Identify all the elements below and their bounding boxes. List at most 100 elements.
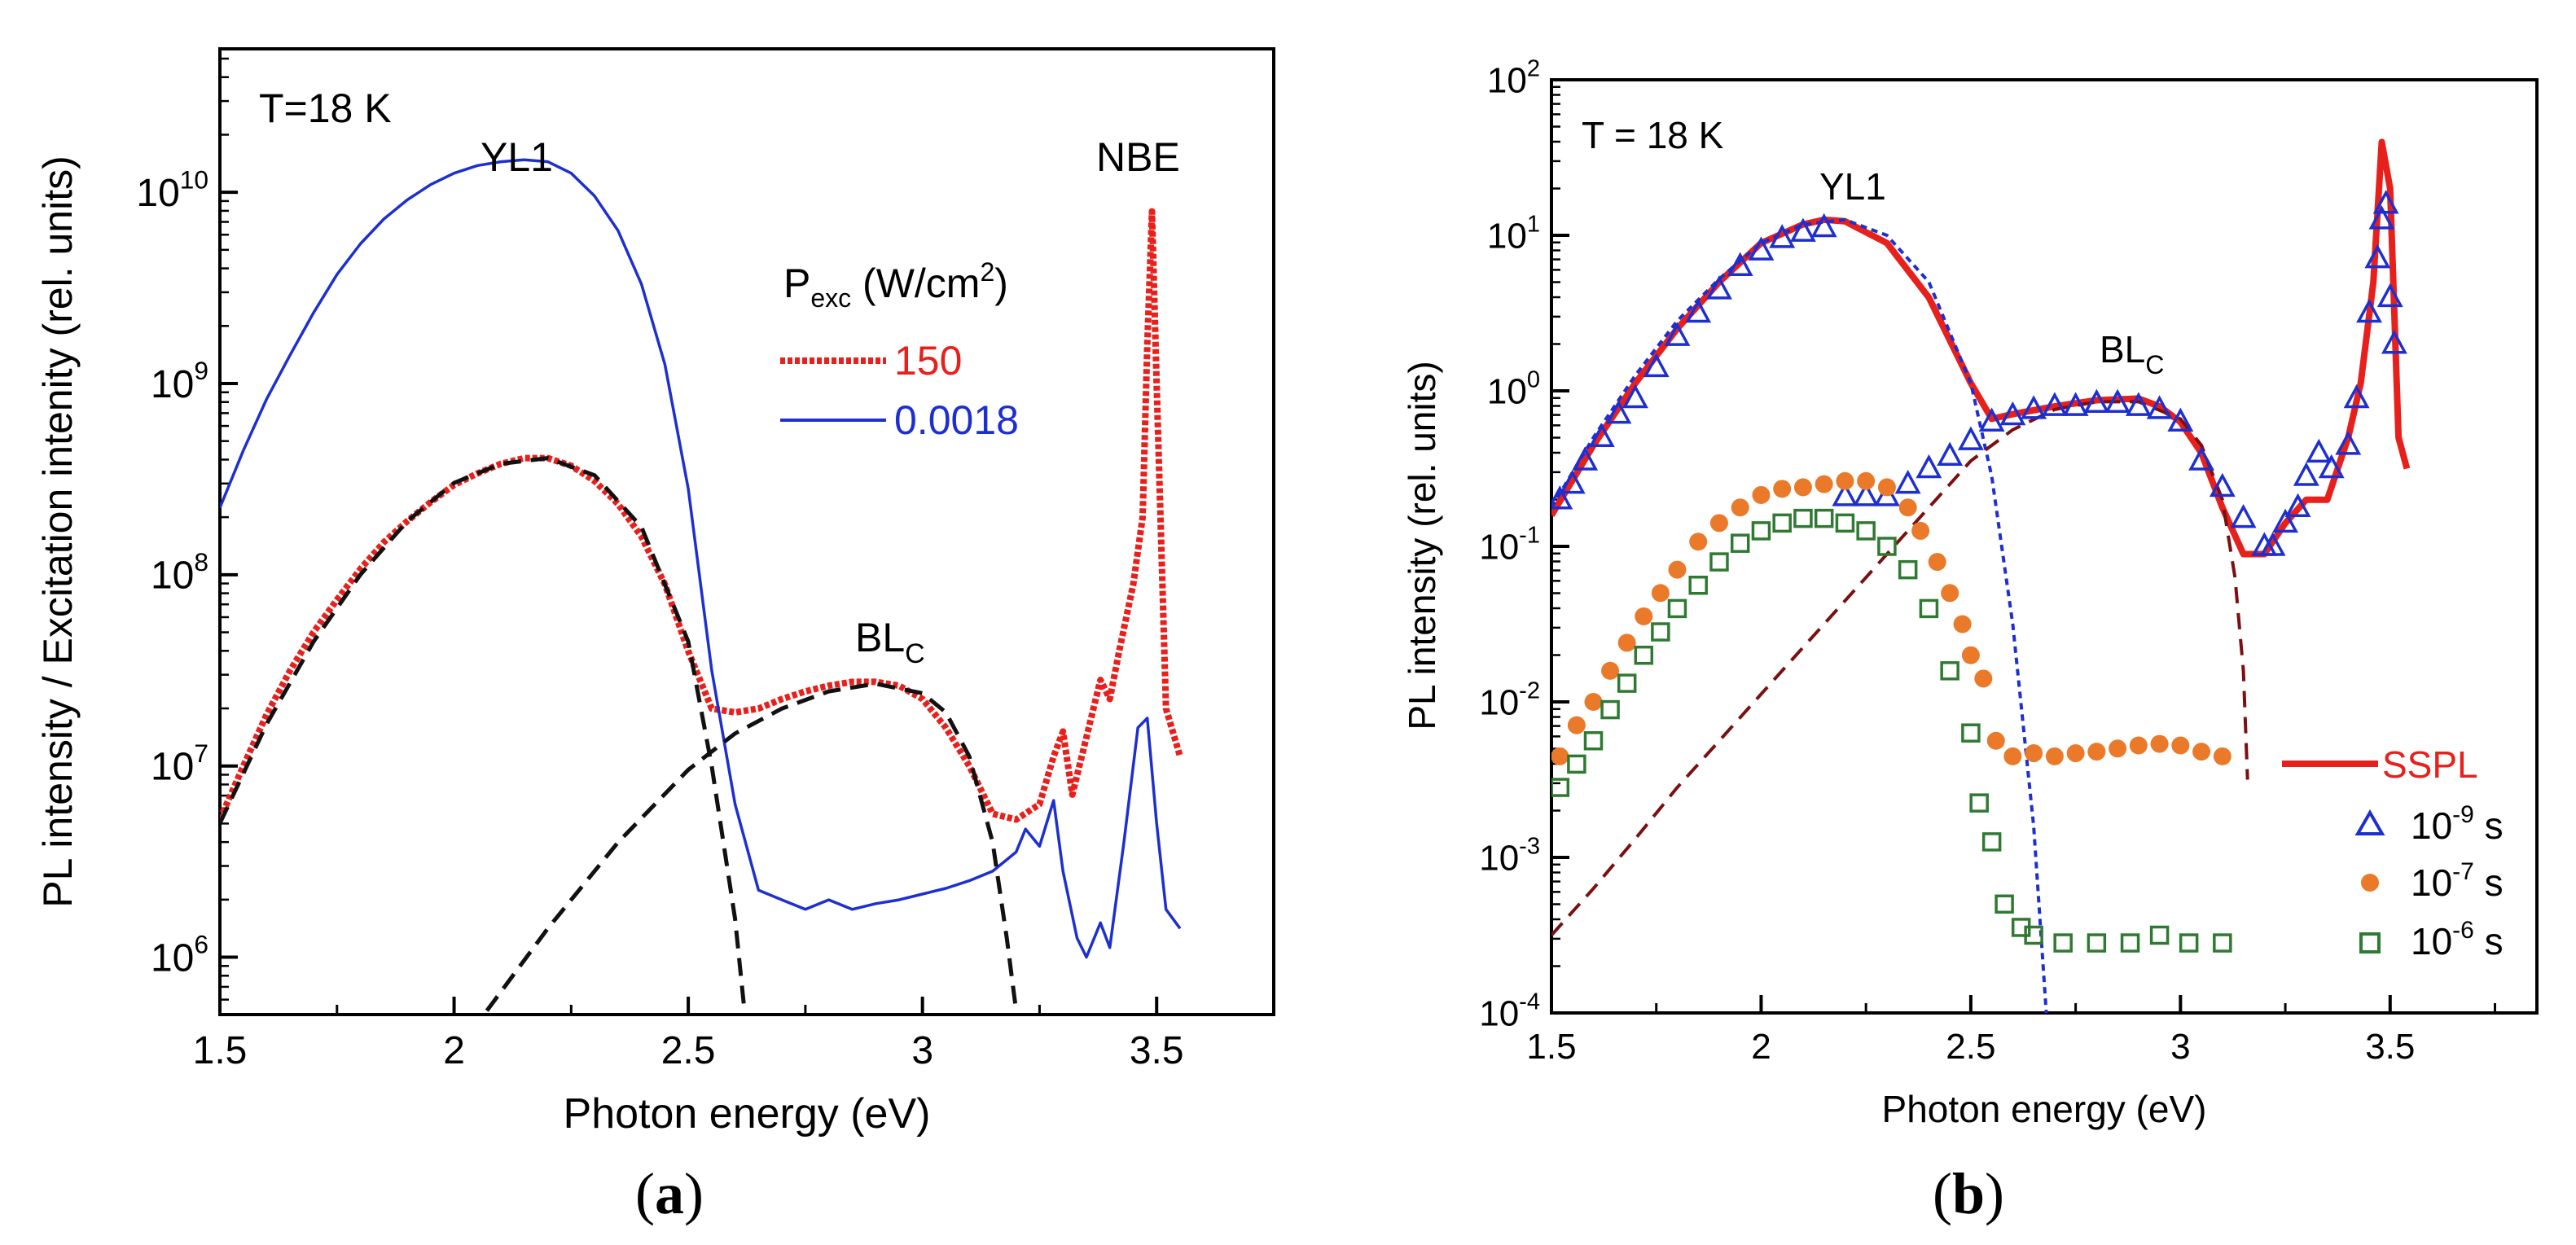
- series-1e-6-s-point: [2179, 933, 2199, 953]
- series-1e-7-s-point: [1986, 731, 2005, 750]
- series-1e-9-s-point: [1572, 446, 1599, 471]
- series-1e-9-s-point: [2146, 395, 2173, 419]
- panel-a-blc-label: BLC: [855, 615, 925, 669]
- series-1e-6-s-point: [1793, 508, 1813, 528]
- series-1e-9-s-point: [1894, 469, 1921, 494]
- series-1e-6-s-point: [1583, 731, 1604, 751]
- series-1e-6-s-point: [1551, 778, 1570, 797]
- panel-b-legend-label-sspl: SSPL: [2382, 743, 2478, 786]
- y-tick-label: 1010: [136, 164, 208, 215]
- series-blc-fit-line: [485, 682, 1019, 1012]
- series-1e-6-s-point: [1835, 513, 1855, 533]
- y-tick-label: 106: [151, 930, 208, 980]
- series-1e-6-s-point: [1919, 598, 1939, 619]
- panel-b-chart: 1.5 2 2.5 3 3.5 10-4 10-3 10-2 10-1 100 101 102 T =…: [1401, 56, 2539, 1226]
- series-1e-6-s-point: [2087, 933, 2107, 953]
- series-1e-9-s-point: [1622, 384, 1648, 409]
- series-1e-9-s-point: [1999, 401, 2026, 426]
- panel-b-legend-marker-circle: [2361, 874, 2379, 892]
- panel-b-legend: SSPL 10-9 s 10-7 s 10-6 s: [2282, 743, 2504, 962]
- series-1e-6-s-point: [1981, 832, 2002, 852]
- series-1e-6-s-point: [2120, 933, 2140, 953]
- panel-a-legend-title: Pexc (W/cm2): [783, 257, 1008, 313]
- series-1e-9-s-point: [1810, 213, 1837, 238]
- series-1e-9-s-point: [2293, 462, 2319, 486]
- series-1e-7-s-point: [1584, 693, 1603, 711]
- series-1e-6-s-point: [1634, 645, 1654, 665]
- panel-a-legend-label-0018: 0.0018: [894, 397, 1019, 443]
- series-0-0018-line: [220, 158, 1182, 959]
- series-1e-7-s-point: [1689, 533, 1708, 551]
- x-tick-label: 2: [443, 1029, 465, 1072]
- series-1e-9-s-point: [2104, 388, 2131, 414]
- y-tick-label: 101: [1487, 212, 1540, 256]
- series-1e-6-s-point: [1995, 894, 2014, 914]
- panel-b-curves: [1551, 138, 2411, 1013]
- x-tick-label: 2.5: [1946, 1027, 1995, 1067]
- series-1e-7-s-point: [1551, 747, 1569, 765]
- series-1e-6-s-point: [1814, 508, 1834, 528]
- series-1e-6-s-point: [1856, 521, 1876, 541]
- x-tick-label: 1.5: [1526, 1027, 1576, 1067]
- series-1e-7-s-point: [1898, 498, 1917, 517]
- series-1e-7-s-point: [1617, 633, 1636, 652]
- series-1e-7-s-point: [2109, 739, 2127, 758]
- series-1e-9-s-point: [2209, 472, 2236, 498]
- series-1e-7-s-point: [2066, 744, 2085, 763]
- series-1e-6-s-point: [1688, 576, 1708, 595]
- panel-a-temperature: T=18 K: [259, 85, 392, 131]
- series-1e-6-s-point: [1898, 559, 1918, 580]
- series-1e-7-s-point: [2025, 744, 2043, 763]
- x-tick-label: 2: [1751, 1027, 1771, 1067]
- panel-b-xlabel: Photon energy (eV): [1882, 1088, 2207, 1130]
- series-1e-6-s-point: [1877, 537, 1897, 556]
- x-tick-label: 3: [911, 1029, 933, 1072]
- x-tick-label: 1.5: [193, 1029, 248, 1072]
- series-1e-9-s-point: [2356, 298, 2382, 323]
- series-1e-9-s-point: [1605, 399, 1632, 424]
- series-1e-9-s-point: [2083, 388, 2110, 414]
- series-1e-9-s-point: [2335, 431, 2362, 455]
- series-1e-7-s-point: [1877, 478, 1896, 497]
- panel-a-xlabel: Photon energy (eV): [564, 1090, 931, 1138]
- series-150-line: [220, 208, 1183, 823]
- series-1e-9-s-point: [1643, 353, 1670, 378]
- series-1e-9-s-point: [2364, 243, 2391, 269]
- series-1e-6-s-point: [1730, 533, 1750, 553]
- series-1e-6-s-point: [1940, 661, 1959, 681]
- series-1e-7-s-point: [1836, 471, 1854, 490]
- series-1e-9-s-point: [2368, 205, 2395, 230]
- y-tick-label: 10-3: [1479, 834, 1540, 879]
- panel-a-caption: (a): [635, 1161, 704, 1226]
- x-tick-label: 3.5: [1130, 1029, 1184, 1072]
- y-tick-label: 10-2: [1479, 678, 1540, 723]
- series-1e-9-s-point: [1706, 275, 1732, 300]
- y-tick-label: 109: [151, 356, 208, 406]
- series-1e-7-s-point: [1773, 480, 1792, 498]
- series-1e-7-s-point: [1941, 584, 1959, 603]
- panel-b-legend-marker-square: [2359, 932, 2381, 953]
- series-1e-6-s-point: [1961, 723, 1981, 743]
- series-1e-9-s-point: [2372, 190, 2399, 214]
- series-1e-9-s-point: [1937, 441, 1964, 466]
- series-1e-6-s-point: [1567, 754, 1586, 774]
- panel-a-curves: [220, 158, 1183, 1012]
- series-1e-9-s-point: [1916, 454, 1942, 479]
- series-1e-7-s-point: [1857, 471, 1876, 490]
- series-1e-9-s-point: [1832, 482, 1858, 506]
- series-1e-9-s-point: [1957, 426, 1984, 450]
- panel-a-plot-frame: [218, 47, 1275, 1016]
- series-1e-7-s-point: [1651, 584, 1670, 603]
- panel-b-legend-marker-triangle: [2354, 809, 2385, 835]
- panel-a-nbe-label: NBE: [1096, 134, 1180, 180]
- series-1e-7-s-point: [1731, 498, 1749, 517]
- panel-a-legend: Pexc (W/cm2) 150 0.0018: [780, 257, 1019, 443]
- series-1e-7-s-point: [1928, 553, 1946, 572]
- series-1e-7-s-point: [1974, 669, 1993, 688]
- y-tick-label: 10-4: [1479, 989, 1540, 1034]
- series-1e-7-s-point: [2003, 747, 2022, 765]
- y-tick-label: 107: [151, 739, 208, 789]
- series-1e-7-s-point: [2129, 736, 2148, 755]
- panel-a-yl1-label: YL1: [481, 134, 553, 180]
- series-1e-7-s-point: [1752, 485, 1771, 504]
